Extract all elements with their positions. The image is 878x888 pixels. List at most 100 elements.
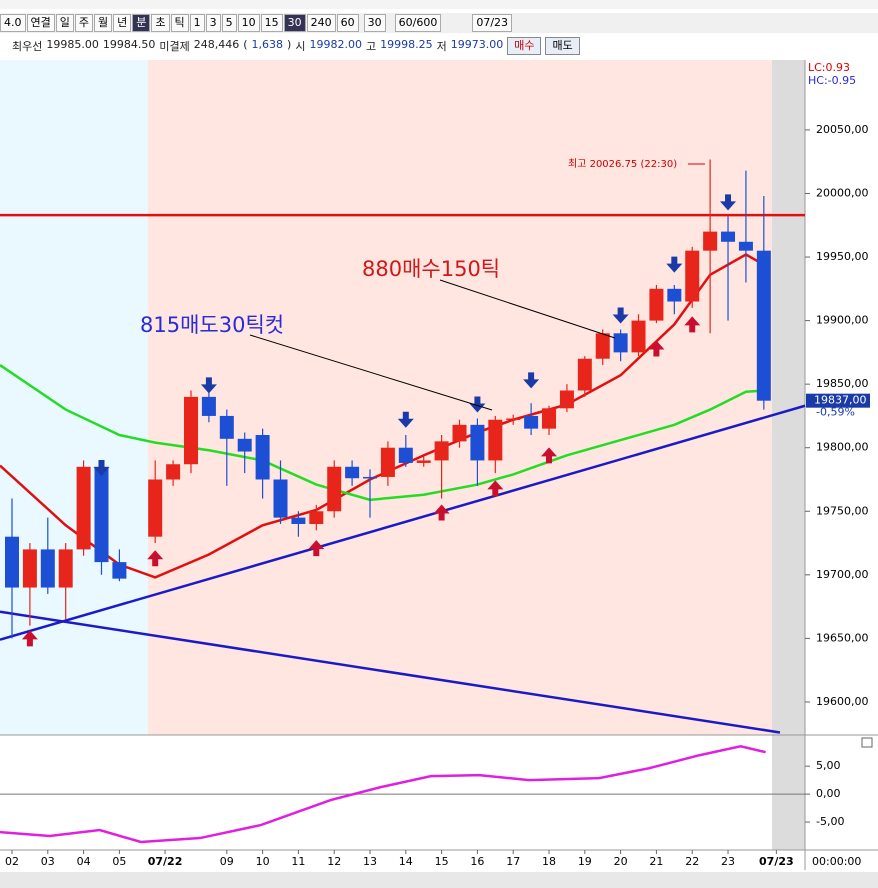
panel-button[interactable] — [861, 737, 873, 748]
interval-button[interactable]: 분 — [132, 14, 151, 32]
interval-button[interactable]: 주 — [74, 14, 93, 32]
count-field[interactable]: 60/600 — [394, 14, 442, 32]
buy-button[interactable]: 매수 — [507, 37, 542, 55]
candle-body — [685, 250, 700, 302]
x-tick-label: 10 — [256, 855, 270, 868]
interval-button[interactable]: 5 — [221, 14, 237, 32]
candle-body — [756, 250, 771, 401]
change-label: -0,59% — [816, 406, 855, 419]
quote-item: 19998.25 — [380, 38, 433, 51]
interval-button[interactable]: 30 — [283, 14, 306, 32]
date-field[interactable]: 07/23 — [472, 14, 513, 32]
candle-body — [649, 288, 664, 321]
candle-body — [398, 447, 413, 463]
candle-body — [201, 396, 216, 416]
x-tick-label: 11 — [291, 855, 305, 868]
annotation: 최고 20026.75 (22:30) — [568, 158, 677, 170]
buy-signals — [541, 447, 558, 464]
x-tick-label: 07/22 — [148, 855, 183, 868]
x-tick-label: 07/23 — [759, 855, 794, 868]
interval-button[interactable]: 일 — [55, 14, 74, 32]
candle-body — [255, 435, 270, 480]
candle-body — [4, 536, 19, 588]
y-tick-label: 19650,00 — [816, 631, 869, 644]
y-tick-label: 20050,00 — [816, 123, 869, 136]
interval-button[interactable]: 60 — [336, 14, 359, 32]
line-series — [0, 610, 781, 734]
candle-body — [703, 231, 718, 251]
buy-signals — [21, 630, 38, 647]
y-tick-label: 0,00 — [816, 787, 841, 800]
last-price-label: 19837,00 — [814, 394, 867, 407]
buy-signals — [147, 550, 164, 567]
interval-button[interactable]: 3 — [205, 14, 221, 32]
candle-body — [416, 460, 431, 463]
time-label: 00:00:00 — [812, 855, 861, 868]
candle-body — [488, 419, 503, 461]
candle-body — [380, 447, 395, 477]
candle-body — [94, 466, 109, 563]
session-bg — [148, 60, 772, 735]
sell-signals — [523, 372, 540, 389]
x-tick-label: 09 — [220, 855, 234, 868]
buy-signals — [308, 540, 325, 557]
buy-signals — [648, 340, 665, 357]
interval-button[interactable]: 월 — [94, 14, 113, 32]
y-tick-label: 20000,00 — [816, 186, 869, 199]
interval-button[interactable]: 년 — [113, 14, 132, 32]
line-series — [0, 253, 765, 579]
candle-body — [434, 441, 449, 461]
buy-signals — [433, 504, 450, 521]
x-tick-label: 02 — [5, 855, 19, 868]
x-tick-label: 05 — [112, 855, 126, 868]
candle-body — [631, 320, 646, 353]
x-tick-label: 20 — [614, 855, 628, 868]
interval-button[interactable]: 240 — [306, 14, 336, 32]
x-tick-label: 17 — [506, 855, 520, 868]
interval-button[interactable]: 4.0 — [0, 14, 26, 32]
quote-item: 저 — [436, 40, 447, 53]
interval-button[interactable]: 10 — [237, 14, 260, 32]
candle-body — [577, 358, 592, 391]
sell-signals — [720, 194, 737, 211]
interval-button[interactable]: 연결 — [26, 14, 55, 32]
corner-label: LC:0.93 — [808, 61, 850, 74]
x-tick-label: 22 — [685, 855, 699, 868]
interval-button[interactable]: 틱 — [170, 14, 189, 32]
candle-body — [148, 479, 163, 537]
candle-body — [40, 549, 55, 588]
candle-body — [524, 415, 539, 429]
candle-body — [166, 464, 181, 480]
annotation-arrow — [249, 334, 493, 411]
interval-button[interactable]: 1 — [189, 14, 205, 32]
period-select[interactable]: 30 — [363, 14, 386, 32]
candle-body — [327, 466, 342, 512]
interval-button[interactable]: 15 — [260, 14, 283, 32]
annotation-arrow — [439, 279, 616, 339]
y-tick-label: 19700,00 — [816, 568, 869, 581]
quote-item: 1,638 — [251, 38, 284, 51]
title-strip — [0, 0, 878, 9]
x-tick-label: 03 — [41, 855, 55, 868]
candle-body — [542, 408, 557, 429]
quote-item: 19973.00 — [450, 38, 504, 51]
candle-body — [738, 241, 753, 251]
annotation: 815매도30틱컷 — [140, 313, 284, 337]
interval-buttons: 4.0 연결 일 주 월 년 분 초 틱 1 3 5 10 15 30 240 60 — [0, 14, 359, 32]
candle-body — [721, 231, 736, 242]
quote-item: 19985.00 — [46, 38, 99, 51]
toolbar: 4.0 연결 일 주 월 년 분 초 틱 1 3 5 10 15 30 240 60 30 60/600 07/… — [0, 13, 878, 33]
y-tick-label: 19750,00 — [816, 504, 869, 517]
quote-item: 시 — [295, 40, 306, 53]
interval-button[interactable]: 초 — [151, 14, 170, 32]
sell-signals — [666, 256, 683, 273]
y-tick-label: 19950,00 — [816, 250, 869, 263]
sell-signals — [612, 307, 629, 324]
sell-signals — [93, 460, 110, 477]
buy-signals — [487, 480, 504, 497]
sell-button[interactable]: 매도 — [545, 37, 580, 55]
candle-body — [76, 466, 91, 550]
future-bg — [772, 60, 805, 850]
candle-body — [559, 390, 574, 409]
